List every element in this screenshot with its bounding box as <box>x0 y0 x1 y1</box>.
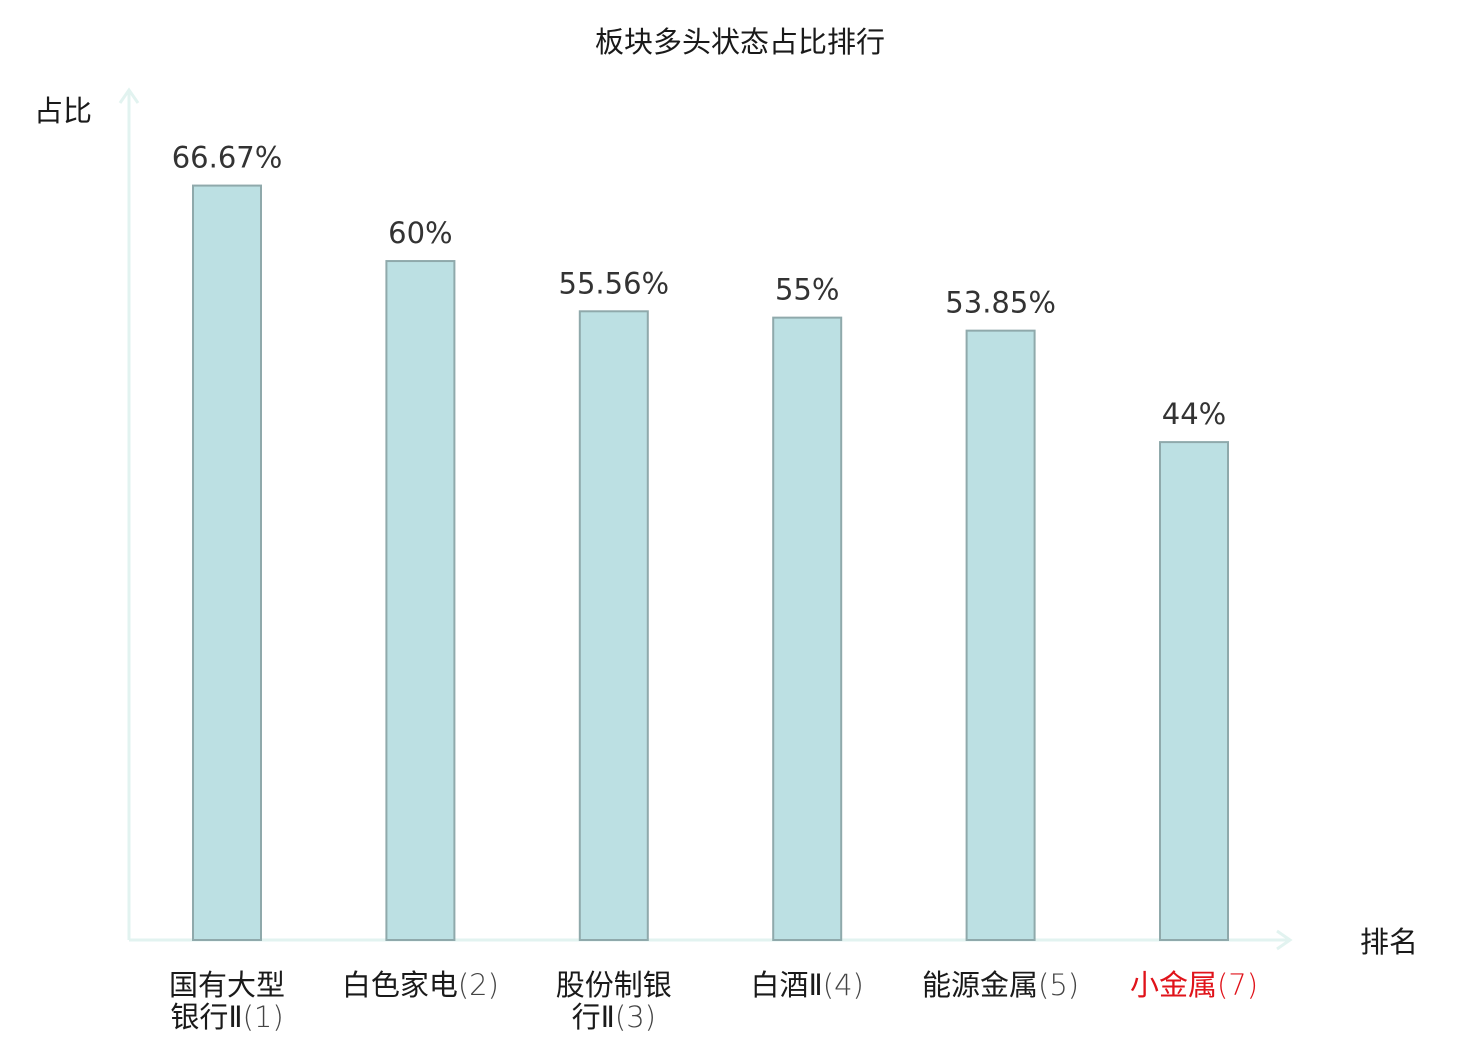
category-label: 银行Ⅱ(1) <box>170 1000 283 1034</box>
x-axis-label: 排名 <box>1360 925 1418 959</box>
category-label: 白酒Ⅱ(4) <box>751 968 864 1002</box>
bars-group <box>192 184 1229 942</box>
chart-title: 板块多头状态占比排行 <box>595 25 885 59</box>
category-name: 银行Ⅱ <box>170 1000 242 1034</box>
bar-value-label: 55% <box>775 273 839 307</box>
category-name: 小金属 <box>1130 968 1217 1002</box>
bar <box>965 329 1036 942</box>
bar <box>1159 441 1229 941</box>
bar-value-label: 66.67% <box>172 141 283 175</box>
category-label: 白色家电(2) <box>342 968 499 1002</box>
bar <box>578 310 649 941</box>
category-name: 国有大型 <box>169 968 285 1002</box>
bar-value-label: 55.56% <box>559 266 670 300</box>
y-axis-label: 占比 <box>34 94 92 128</box>
bar <box>192 184 262 942</box>
category-name: 白酒Ⅱ <box>751 968 823 1002</box>
category-rank: (4) <box>823 968 864 1002</box>
bar-value-label: 60% <box>388 216 452 250</box>
category-name: 行Ⅱ <box>572 1000 615 1034</box>
x-axis-arrow <box>1276 929 1293 951</box>
axes <box>118 87 1293 951</box>
category-name: 能源金属 <box>922 968 1038 1002</box>
category-rank: (1) <box>243 1000 284 1034</box>
category-name: 白色家电 <box>342 968 458 1002</box>
category-label: 小金属(7) <box>1130 968 1258 1002</box>
category-label: 国有大型 <box>169 968 285 1002</box>
category-label: 行Ⅱ(3) <box>572 1000 656 1034</box>
bar <box>385 260 456 942</box>
category-label: 股份制银 <box>556 968 672 1002</box>
bar-value-label: 53.85% <box>945 286 1056 320</box>
category-rank: (3) <box>615 1000 656 1034</box>
category-label: 能源金属(5) <box>922 968 1079 1002</box>
category-rank: (2) <box>458 968 499 1002</box>
y-axis-arrow <box>118 87 140 104</box>
category-rank: (5) <box>1038 968 1079 1002</box>
bar-value-label: 44% <box>1162 397 1226 431</box>
value-labels-group: 66.67% 60% 55.56% 55% 53.85% 44% <box>172 141 1227 432</box>
category-name: 股份制银 <box>556 968 672 1002</box>
bar <box>772 316 843 941</box>
category-rank: (7) <box>1217 968 1258 1002</box>
